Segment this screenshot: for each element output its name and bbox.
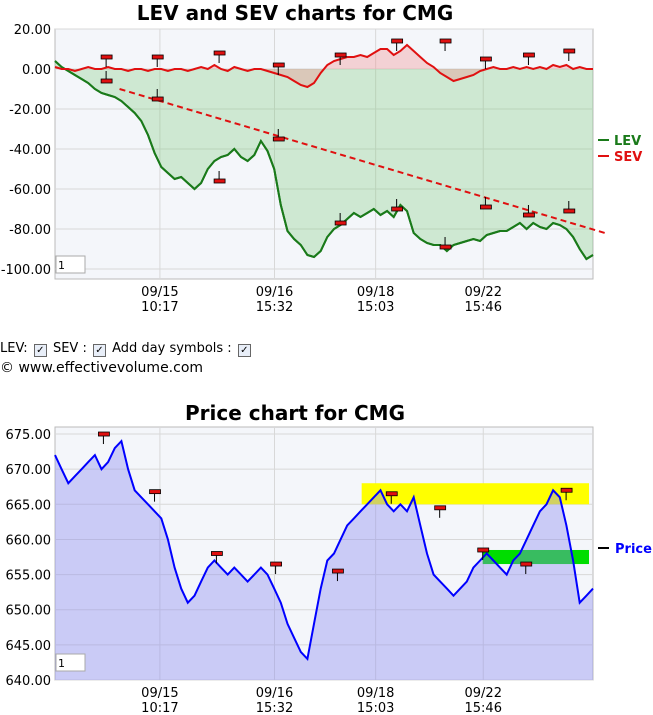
day-symbol	[149, 489, 161, 502]
sev-checkbox[interactable]: ✓	[92, 344, 106, 357]
lev-checkbox[interactable]: ✓	[33, 344, 47, 357]
zoom-box-label: 1	[58, 259, 65, 272]
day-symbol	[385, 491, 398, 504]
legend-label: Price	[615, 542, 652, 557]
x-tick-day: 09/15	[141, 686, 178, 701]
y-tick-label: 0.00	[22, 63, 51, 78]
day-symbol	[100, 54, 113, 67]
x-tick-day: 09/18	[357, 686, 394, 701]
day-symbols-checkbox[interactable]: ✓	[237, 344, 251, 357]
y-tick-label: 20.00	[14, 23, 51, 38]
y-tick-label: 645.00	[6, 639, 52, 654]
x-tick-day: 09/18	[357, 285, 394, 300]
day-symbol	[523, 52, 535, 65]
x-tick-day: 09/16	[256, 686, 293, 701]
day-symbol	[563, 48, 576, 61]
series-area-price	[55, 441, 593, 680]
x-tick-time: 15:32	[256, 300, 293, 315]
day-symbol	[272, 62, 285, 75]
day-symbol	[439, 237, 452, 250]
x-tick-time: 15:03	[357, 300, 394, 315]
zoom-box	[55, 653, 86, 672]
day-symbol	[563, 201, 576, 214]
day-symbol	[479, 197, 492, 210]
y-tick-label: 675.00	[6, 428, 52, 443]
y-tick-label: -40.00	[9, 143, 51, 158]
x-tick-day: 09/15	[141, 285, 178, 300]
x-tick-time: 15:32	[256, 701, 293, 715]
series-area-sev	[55, 45, 593, 87]
day-symbol	[560, 487, 573, 501]
y-tick-label: 660.00	[6, 533, 52, 548]
x-tick-time: 15:03	[357, 701, 394, 715]
y-tick-label: 640.00	[6, 674, 52, 689]
y-tick-label: -60.00	[9, 183, 51, 198]
day-symbol	[98, 431, 110, 445]
x-tick-time: 10:17	[141, 300, 178, 315]
chart-title: Price chart for CMG	[185, 401, 405, 425]
chart-title: LEV and SEV charts for CMG	[137, 1, 454, 25]
y-tick-label: -80.00	[9, 223, 51, 238]
y-tick-label: 655.00	[6, 569, 52, 584]
sev-toggle-label: SEV :	[52, 341, 87, 356]
day-symbols-toggle-label: Add day symbols :	[112, 341, 232, 356]
day-symbol	[332, 568, 344, 582]
series-line-sev	[54, 43, 593, 89]
day-symbol	[334, 213, 347, 226]
day-symbol	[391, 38, 404, 51]
lev-sev-chart: LEV and SEV charts for CMG 20.00 0.00 -20.0…	[1, 1, 643, 315]
y-tick-label: 670.00	[6, 463, 52, 478]
lev-toggle-label: LEV:	[0, 341, 28, 356]
x-tick-day: 09/22	[465, 686, 502, 701]
day-symbol	[151, 89, 164, 102]
trend-line	[119, 88, 606, 234]
day-symbol	[270, 561, 282, 575]
x-tick-time: 15:46	[465, 701, 502, 715]
day-symbol	[213, 50, 226, 63]
day-symbol	[213, 171, 226, 184]
y-tick-label: -20.00	[9, 103, 51, 118]
day-symbol	[523, 205, 535, 218]
zoom-box	[55, 255, 86, 274]
x-tick-day: 09/22	[465, 285, 502, 300]
x-tick-day: 09/16	[256, 285, 293, 300]
day-symbol	[477, 547, 490, 560]
day-symbol	[434, 505, 447, 518]
day-symbol	[100, 71, 113, 84]
day-symbol	[520, 561, 533, 575]
y-tick-label: -100.00	[1, 263, 51, 278]
x-tick-time: 15:46	[465, 300, 502, 315]
legend-label: LEV	[614, 134, 641, 149]
day-symbol	[439, 38, 452, 51]
resistance-zone	[361, 483, 589, 505]
y-tick-label: 650.00	[6, 604, 52, 619]
day-symbol	[151, 54, 164, 67]
chart-controls: LEV: ✓ SEV : ✓ Add day symbols : ✓	[0, 341, 253, 357]
day-symbol	[272, 129, 285, 142]
y-tick-label: 665.00	[6, 498, 52, 513]
resistance-zone	[482, 549, 589, 565]
day-symbol	[479, 56, 492, 69]
price-chart: Price chart for CMG 675.00 670.00 665.00 660…	[6, 401, 653, 715]
day-symbol	[391, 199, 404, 212]
copyright-text: © www.effectivevolume.com	[0, 360, 204, 376]
zoom-box-label: 1	[58, 657, 65, 670]
series-line-price	[54, 439, 594, 662]
day-symbol	[210, 551, 223, 564]
legend-label: SEV	[614, 150, 642, 165]
series-line-lev	[54, 60, 594, 261]
day-symbol	[334, 52, 347, 65]
x-tick-time: 10:17	[141, 701, 178, 715]
